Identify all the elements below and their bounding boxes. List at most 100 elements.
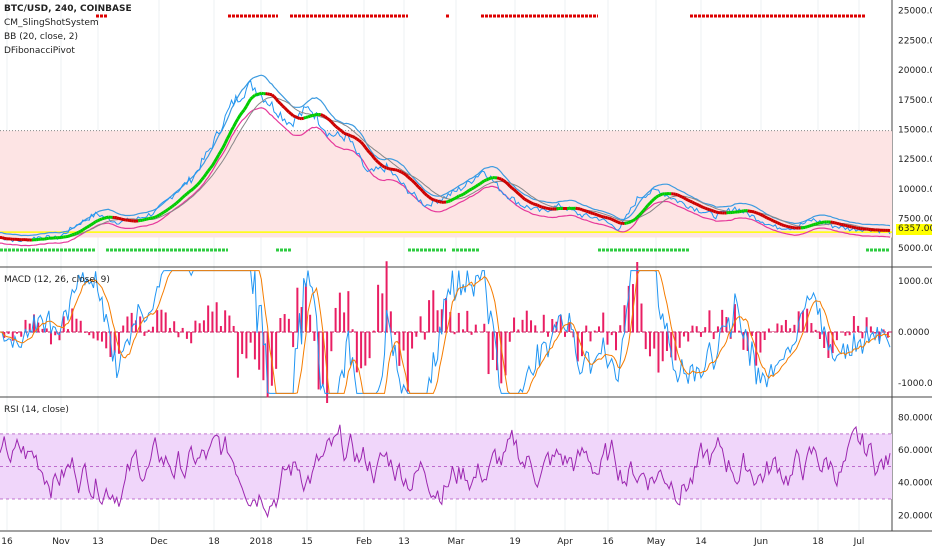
ema-segment [307, 114, 311, 119]
ema-segment [638, 211, 643, 217]
ema-segment [504, 180, 509, 185]
rsi-label[interactable]: RSI (14, close) [4, 405, 69, 415]
ema-segment [498, 177, 502, 181]
ema-segment [466, 188, 471, 193]
rsi-tick-2: 40.0000 [898, 479, 932, 489]
ema-segment [296, 116, 301, 120]
ema-segment [245, 101, 250, 108]
ema-segment [596, 213, 600, 217]
ema-segment [617, 220, 621, 225]
ema-segment [381, 164, 386, 169]
ema-segment [309, 114, 313, 118]
ema-segment [700, 205, 704, 209]
ema-segment [332, 123, 337, 128]
indicator-label-fibpivot[interactable]: DFibonacciPivot [4, 46, 75, 56]
ema-segment [146, 217, 150, 221]
ema-segment [254, 93, 258, 97]
ema-segment [702, 205, 706, 210]
ema-segment [234, 118, 240, 124]
ema-segment [86, 224, 90, 229]
ema-segment [277, 100, 282, 105]
ema-segment [217, 150, 223, 156]
macd-line [0, 270, 891, 394]
ema-segment [67, 234, 71, 238]
ema-segment [175, 200, 180, 205]
rsi-tick-1: 60.0000 [898, 446, 932, 456]
indicator-label-slingshot[interactable]: CM_SlingShotSystem [4, 18, 99, 28]
ema-segment [164, 208, 169, 213]
ema-segment [240, 108, 246, 114]
ema-segment [215, 153, 221, 160]
ema-segment [406, 175, 411, 180]
ema-segment [283, 106, 288, 112]
ema-segment [845, 223, 848, 228]
ema-segment [196, 181, 201, 186]
ema-segment [513, 188, 518, 193]
rsi-pane[interactable] [0, 424, 892, 519]
ema-segment [772, 219, 776, 224]
time-tick-9: Mar [448, 537, 465, 547]
ema-segment [757, 212, 762, 216]
time-tick-10: 19 [509, 537, 521, 547]
ema-segment [506, 182, 511, 188]
ema-segment [267, 92, 271, 96]
ema-segment [646, 202, 652, 207]
ema-segment [676, 193, 681, 198]
ema-segment [808, 223, 812, 228]
ema-segment [188, 189, 193, 194]
time-tick-3: Dec [150, 537, 167, 547]
ema-segment [73, 231, 78, 236]
ema-segment [274, 97, 280, 103]
rsi-tick-0: 80.0000 [898, 414, 932, 424]
ema-segment [526, 199, 530, 203]
ema-segment [691, 200, 696, 205]
macd-pane[interactable] [0, 261, 892, 404]
ema-segment [353, 136, 358, 141]
ema-segment [439, 200, 443, 204]
ema-segment [409, 177, 414, 182]
ema-segment [198, 178, 203, 184]
ema-segment [849, 225, 853, 229]
ema-segment [430, 197, 434, 202]
ema-segment [783, 223, 787, 228]
ema-segment [162, 209, 167, 214]
ema-segment [583, 208, 587, 213]
ema-segment [704, 206, 708, 211]
ema-segment [211, 161, 216, 167]
ema-segment [225, 134, 231, 140]
ema-segment [228, 129, 233, 136]
ema-segment [651, 197, 656, 203]
ema-segment [339, 128, 343, 133]
ema-segment [776, 221, 781, 226]
ema-segment [598, 214, 602, 218]
ema-segment [534, 203, 538, 207]
ema-segment [477, 182, 481, 187]
price-pane[interactable] [0, 14, 891, 252]
ema-segment [451, 197, 456, 201]
ema-segment [530, 201, 534, 206]
ema-segment [328, 118, 333, 123]
ema-segment [324, 115, 329, 120]
ema-segment [496, 176, 500, 180]
ema-segment [396, 168, 400, 173]
ema-segment [842, 223, 846, 227]
ema-segment [632, 218, 636, 222]
time-tick-16: 18 [812, 537, 824, 547]
ema-segment [260, 91, 264, 96]
ema-segment [294, 115, 298, 119]
ema-segment [515, 190, 520, 195]
ema-segment [97, 218, 101, 223]
indicator-label-bollinger[interactable]: BB (20, close, 2) [4, 32, 79, 42]
chart-title: BTC/USD, 240, COINBASE [4, 4, 132, 14]
ema-segment [770, 218, 774, 223]
ema-segment [103, 216, 107, 220]
ema-segment [82, 227, 86, 232]
ema-segment [455, 194, 460, 199]
price-tick-8: 5000.00 [898, 244, 932, 254]
ema-segment [500, 177, 505, 182]
ema-segment [483, 178, 487, 183]
ema-segment [538, 204, 543, 209]
ema-segment [810, 223, 815, 227]
macd-label[interactable]: MACD (12, 26, close, 9) [4, 275, 110, 285]
